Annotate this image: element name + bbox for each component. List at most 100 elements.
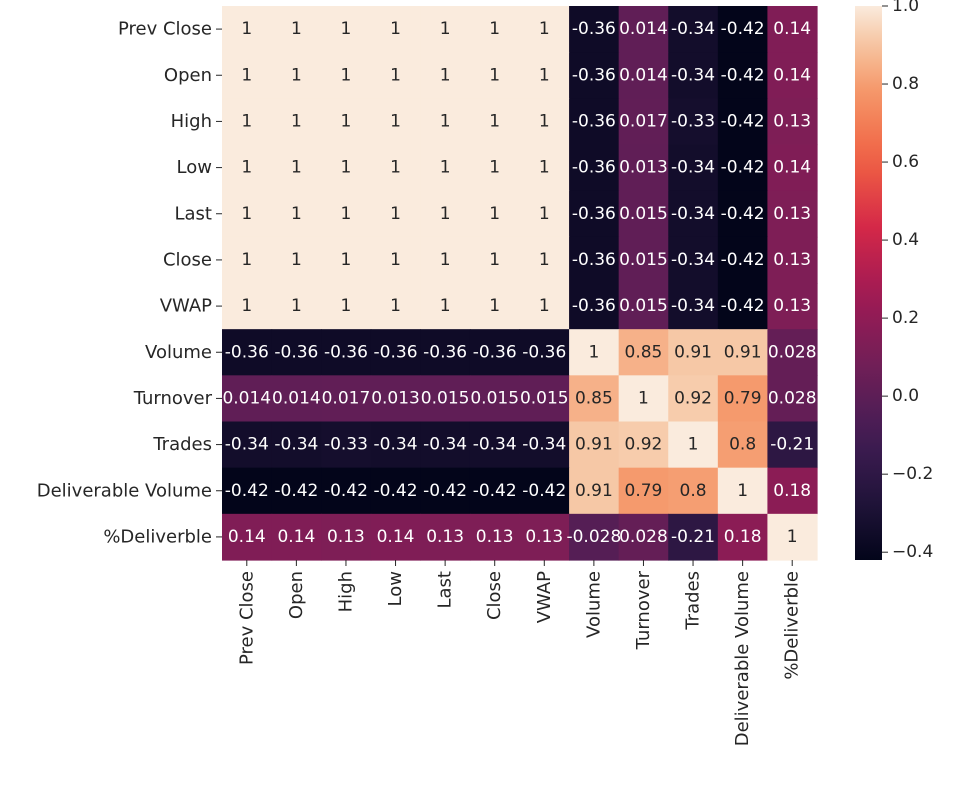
cell-annotation: 0.91: [674, 342, 712, 362]
cell-annotation: 1: [390, 296, 401, 316]
cell-annotation: 1: [539, 250, 550, 270]
heatmap-cell: [618, 283, 669, 330]
cell-annotation: 0.92: [625, 435, 663, 455]
heatmap-cell: [519, 190, 570, 238]
x-tick-label: Turnover: [633, 570, 654, 650]
cell-annotation: 0.91: [724, 342, 762, 362]
y-tick-label: Volume: [145, 342, 212, 363]
heatmap-cell: [569, 6, 620, 53]
cell-annotation: -0.34: [671, 250, 715, 270]
cell-annotation: 0.013: [619, 158, 668, 178]
cell-annotation: 1: [241, 19, 252, 39]
heatmap-cell: [370, 52, 421, 99]
cell-annotation: -0.42: [721, 19, 765, 39]
cell-annotation: -0.42: [721, 296, 765, 316]
cell-annotation: -0.34: [671, 65, 715, 85]
heatmap-cell: [668, 283, 719, 330]
cell-annotation: 0.028: [768, 342, 817, 362]
cell-annotation: 1: [291, 204, 302, 224]
heatmap-cell: [618, 375, 669, 423]
cell-annotation: -0.34: [225, 435, 269, 455]
heatmap-cell: [222, 98, 273, 146]
heatmap-cells: [222, 6, 818, 561]
cell-annotation: -0.42: [721, 111, 765, 131]
heatmap-cell: [668, 421, 719, 469]
heatmap-cell: [618, 144, 669, 192]
heatmap-cell: [767, 52, 818, 99]
heatmap-cell: [222, 144, 273, 192]
heatmap-cell: [321, 467, 372, 515]
cell-annotation: -0.42: [423, 481, 467, 501]
cell-annotation: 1: [489, 158, 500, 178]
heatmap-cell: [668, 98, 719, 146]
cell-annotation: 0.015: [520, 388, 569, 408]
cell-annotation: 0.015: [421, 388, 470, 408]
cell-annotation: 0.92: [674, 388, 712, 408]
heatmap-cell: [222, 236, 273, 284]
heatmap-cell: [222, 375, 273, 423]
cell-annotation: 0.85: [575, 388, 613, 408]
heatmap-cell: [618, 190, 669, 238]
y-tick-label: Close: [163, 249, 212, 270]
cell-annotation: 0.017: [619, 111, 668, 131]
heatmap-cell: [321, 52, 372, 99]
cell-annotation: 0.13: [773, 296, 811, 316]
heatmap-annotations: 1 1 1 1 1 1 1 -0.36 0.014 -0.34 -0.42 0.14 1 1 1 1 1 1 1 -0…: [222, 19, 816, 547]
heatmap-cell: [569, 513, 620, 561]
cell-annotation: 1: [390, 158, 401, 178]
cell-annotation: -0.34: [671, 204, 715, 224]
cell-annotation: 0.13: [773, 204, 811, 224]
cell-annotation: 0.14: [228, 527, 266, 547]
cell-annotation: 1: [440, 111, 451, 131]
cell-annotation: 0.014: [619, 19, 668, 39]
heatmap-cell: [321, 190, 372, 238]
heatmap-cell: [420, 98, 471, 146]
heatmap-cell: [321, 513, 372, 561]
heatmap-cell: [420, 52, 471, 99]
heatmap-cell: [271, 375, 322, 423]
cell-annotation: -0.33: [671, 111, 715, 131]
cell-annotation: 1: [489, 65, 500, 85]
heatmap-cell: [767, 329, 818, 376]
cell-annotation: 1: [291, 111, 302, 131]
cell-annotation: 1: [390, 65, 401, 85]
heatmap-cell: [618, 467, 669, 515]
colorbar-tick-label: 0.2: [892, 308, 919, 328]
x-tick-label: Low: [385, 571, 406, 606]
heatmap-cell: [569, 375, 620, 423]
heatmap-cell: [767, 421, 818, 469]
heatmap-cell: [767, 375, 818, 423]
heatmap-cell: [420, 190, 471, 238]
x-tick-label: Prev Close: [236, 571, 257, 665]
cell-annotation: -0.42: [374, 481, 418, 501]
x-tick-label: Trades: [683, 571, 704, 631]
cell-annotation: -0.42: [721, 158, 765, 178]
cell-annotation: 0.017: [322, 388, 371, 408]
cell-annotation: 1: [341, 204, 352, 224]
heatmap-cell: [717, 144, 769, 192]
x-tick-label: %Deliverble: [782, 571, 803, 680]
cell-annotation: 1: [440, 204, 451, 224]
cell-annotation: 1: [341, 296, 352, 316]
heatmap-cell: [618, 52, 669, 99]
heatmap-cell: [668, 513, 719, 561]
colorbar-tick-label: 0.8: [892, 74, 919, 94]
cell-annotation: 1: [341, 19, 352, 39]
cell-annotation: -0.36: [572, 250, 616, 270]
heatmap-cell: [767, 6, 818, 53]
cell-annotation: -0.36: [572, 158, 616, 178]
heatmap-cell: [321, 144, 372, 192]
cell-annotation: 1: [539, 158, 550, 178]
cell-annotation: 1: [241, 65, 252, 85]
cell-annotation: 0.8: [680, 481, 707, 501]
heatmap-cell: [469, 375, 521, 423]
colorbar-gradient: [855, 6, 882, 560]
heatmap-cell: [668, 190, 719, 238]
heatmap-cell: [519, 513, 570, 561]
cell-annotation: -0.34: [671, 158, 715, 178]
cell-annotation: 1: [390, 111, 401, 131]
cell-annotation: 0.79: [724, 388, 762, 408]
cell-annotation: 0.015: [619, 204, 668, 224]
cell-annotation: -0.42: [225, 481, 269, 501]
cell-annotation: 0.14: [773, 158, 811, 178]
